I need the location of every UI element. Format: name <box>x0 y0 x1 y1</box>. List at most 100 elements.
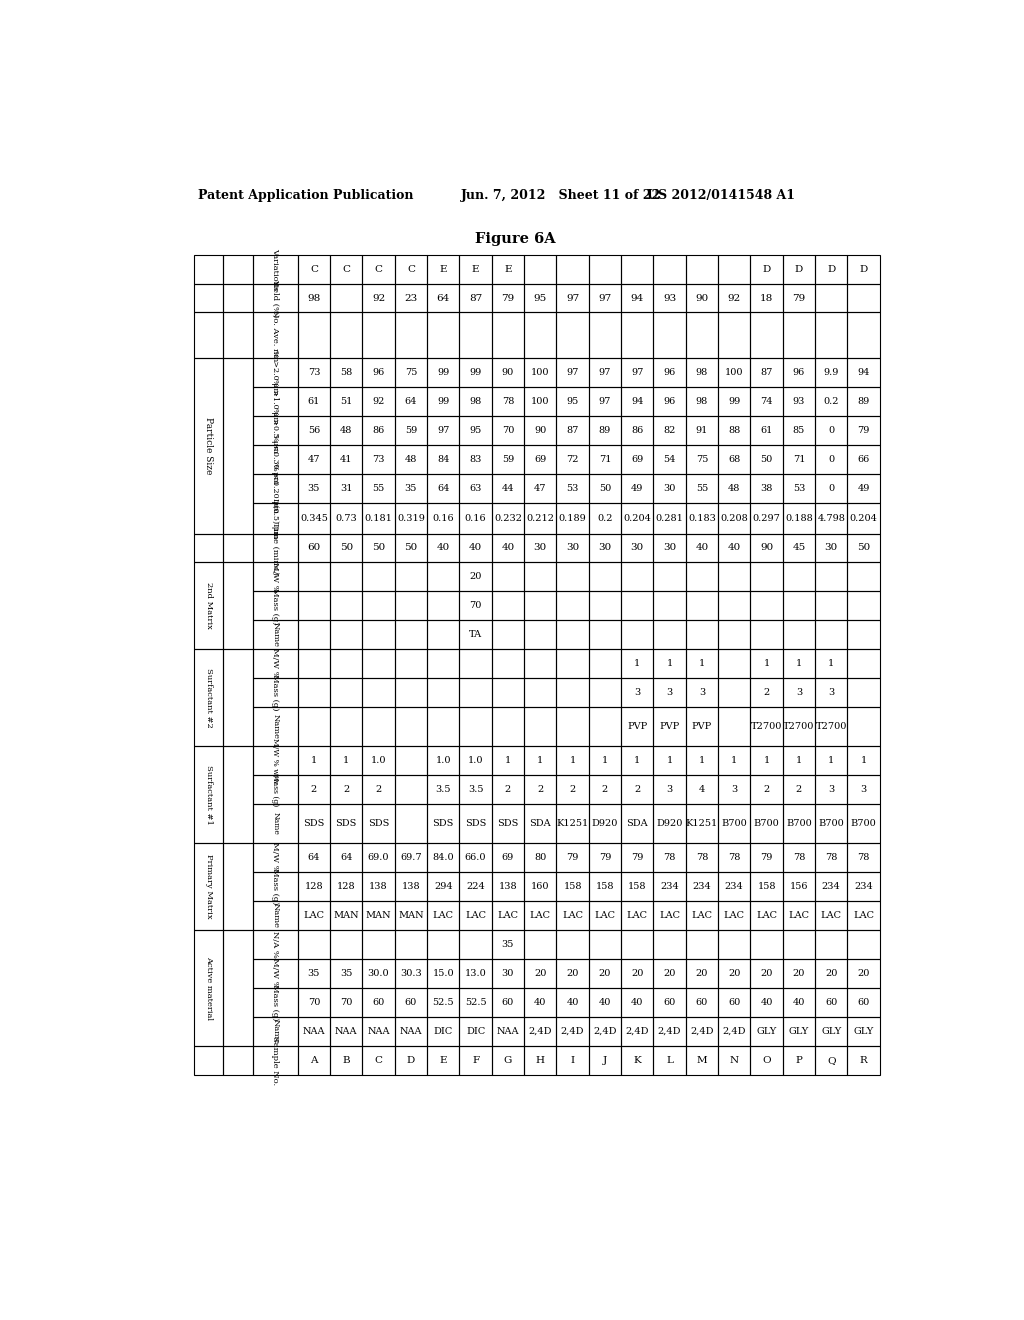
Bar <box>427 1045 460 1074</box>
Text: 0.204: 0.204 <box>624 513 651 523</box>
Bar <box>362 1045 394 1074</box>
Bar <box>622 708 653 746</box>
Text: Mass (g): Mass (g) <box>271 675 280 710</box>
Text: 60: 60 <box>825 998 838 1007</box>
Text: 3: 3 <box>828 688 835 697</box>
Bar <box>686 416 718 445</box>
Bar <box>751 708 782 746</box>
Text: J: J <box>603 1056 607 1065</box>
Text: Surfactant #1: Surfactant #1 <box>205 764 213 825</box>
Bar <box>686 387 718 416</box>
Text: 1: 1 <box>764 756 770 766</box>
Bar <box>492 474 524 503</box>
Bar <box>460 708 492 746</box>
Bar <box>815 902 848 931</box>
Bar <box>394 474 427 503</box>
Bar <box>848 503 880 533</box>
Text: 20: 20 <box>857 969 869 978</box>
Text: 1: 1 <box>796 756 802 766</box>
Bar <box>394 902 427 931</box>
Text: 18: 18 <box>760 293 773 302</box>
Text: 3: 3 <box>731 785 737 795</box>
Bar <box>622 960 653 987</box>
Text: 50: 50 <box>340 544 353 553</box>
Text: 1: 1 <box>505 756 511 766</box>
Text: 20: 20 <box>631 969 643 978</box>
Text: 0.208: 0.208 <box>720 513 749 523</box>
Bar <box>524 873 556 902</box>
Bar <box>253 775 298 804</box>
Bar <box>330 533 362 562</box>
Text: P: P <box>796 1056 803 1065</box>
Bar <box>223 358 253 533</box>
Text: 91: 91 <box>695 426 709 434</box>
Bar <box>427 746 460 775</box>
Text: C: C <box>375 1056 383 1065</box>
Bar <box>782 416 815 445</box>
Bar <box>848 533 880 562</box>
Bar <box>460 931 492 960</box>
Text: 56: 56 <box>308 426 321 434</box>
Text: Jun. 7, 2012   Sheet 11 of 22: Jun. 7, 2012 Sheet 11 of 22 <box>461 189 662 202</box>
Bar <box>589 1016 622 1045</box>
Text: 93: 93 <box>793 397 805 405</box>
Text: Active material: Active material <box>205 956 213 1020</box>
Text: D: D <box>763 264 771 273</box>
Text: 128: 128 <box>304 882 324 891</box>
Bar <box>427 960 460 987</box>
Bar <box>253 1016 298 1045</box>
Bar <box>460 649 492 678</box>
Bar <box>460 474 492 503</box>
Text: 3: 3 <box>828 785 835 795</box>
Text: 294: 294 <box>434 882 453 891</box>
Text: B700: B700 <box>721 820 748 828</box>
Bar <box>653 387 686 416</box>
Text: 69.7: 69.7 <box>400 853 422 862</box>
Bar <box>653 284 686 313</box>
Text: 60: 60 <box>728 998 740 1007</box>
Text: 3.5: 3.5 <box>435 785 451 795</box>
Bar <box>556 1045 589 1074</box>
Text: 78: 78 <box>695 853 709 862</box>
Text: 234: 234 <box>854 882 872 891</box>
Bar <box>653 562 686 591</box>
Bar <box>653 474 686 503</box>
Text: 60: 60 <box>307 544 321 553</box>
Text: 40: 40 <box>793 998 805 1007</box>
Text: 100: 100 <box>725 368 743 378</box>
Bar <box>330 445 362 474</box>
Text: 50: 50 <box>599 483 611 492</box>
Bar <box>223 533 253 562</box>
Bar <box>848 1016 880 1045</box>
Text: 50: 50 <box>857 544 870 553</box>
Bar <box>718 562 751 591</box>
Bar <box>622 804 653 843</box>
Bar <box>298 1045 330 1074</box>
Bar <box>298 960 330 987</box>
Text: 2: 2 <box>538 785 544 795</box>
Bar <box>330 620 362 649</box>
Text: % >1.0 μm: % >1.0 μm <box>271 379 280 424</box>
Text: Patent Application Publication: Patent Application Publication <box>198 189 414 202</box>
Text: 100: 100 <box>531 368 550 378</box>
Bar <box>718 416 751 445</box>
Text: 96: 96 <box>793 368 805 378</box>
Text: K1251: K1251 <box>556 820 589 828</box>
Bar <box>782 1016 815 1045</box>
Text: 66.0: 66.0 <box>465 853 486 862</box>
Bar <box>782 987 815 1016</box>
Text: 0.16: 0.16 <box>465 513 486 523</box>
Bar <box>298 591 330 620</box>
Text: 88: 88 <box>728 426 740 434</box>
Bar <box>427 387 460 416</box>
Text: 1: 1 <box>764 659 770 668</box>
Text: MAN: MAN <box>366 911 391 920</box>
Text: 78: 78 <box>825 853 838 862</box>
Bar <box>427 284 460 313</box>
Bar <box>653 503 686 533</box>
Bar <box>653 445 686 474</box>
Text: TA: TA <box>469 630 482 639</box>
Bar <box>460 902 492 931</box>
Text: O: O <box>762 1056 771 1065</box>
Bar <box>653 873 686 902</box>
